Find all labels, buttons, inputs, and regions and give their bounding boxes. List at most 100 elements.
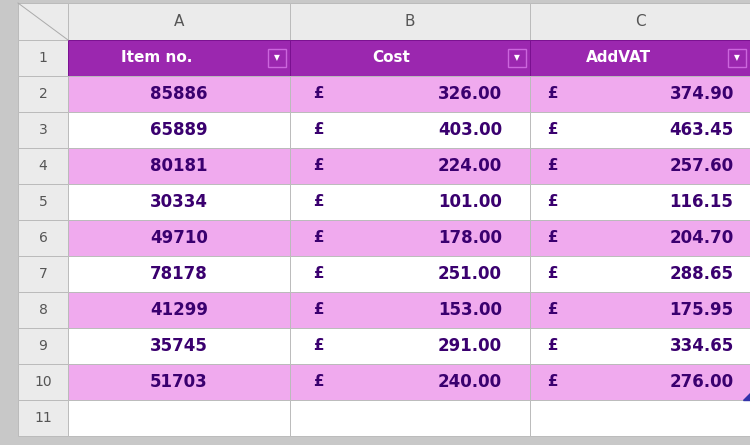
Bar xyxy=(68,184,290,220)
Text: 463.45: 463.45 xyxy=(670,121,734,139)
Text: 78178: 78178 xyxy=(150,265,208,283)
Bar xyxy=(530,292,750,328)
Text: 7: 7 xyxy=(39,267,47,281)
Bar xyxy=(18,256,68,292)
Bar xyxy=(18,364,68,400)
Bar xyxy=(530,40,750,76)
Bar xyxy=(18,184,68,220)
Bar xyxy=(530,364,750,400)
Bar xyxy=(68,3,290,40)
Text: 80181: 80181 xyxy=(150,157,208,175)
Text: 85886: 85886 xyxy=(150,85,208,103)
Text: 403.00: 403.00 xyxy=(438,121,502,139)
Text: 6: 6 xyxy=(38,231,47,245)
Text: 240.00: 240.00 xyxy=(438,373,502,391)
Bar xyxy=(530,76,750,112)
Bar xyxy=(290,364,530,400)
Bar xyxy=(290,328,530,364)
Bar xyxy=(18,76,68,112)
Bar xyxy=(18,112,68,148)
Bar xyxy=(68,148,290,184)
Text: 10: 10 xyxy=(34,375,52,389)
Text: 326.00: 326.00 xyxy=(438,85,502,103)
Bar xyxy=(18,292,68,328)
Text: 1: 1 xyxy=(38,51,47,65)
Text: £: £ xyxy=(313,375,323,389)
Text: 65889: 65889 xyxy=(150,121,208,139)
Text: AddVAT: AddVAT xyxy=(586,50,650,65)
Bar xyxy=(290,220,530,256)
Bar xyxy=(68,364,290,400)
Bar xyxy=(18,220,68,256)
Text: 224.00: 224.00 xyxy=(438,157,503,175)
Text: Cost: Cost xyxy=(372,50,410,65)
Text: 257.60: 257.60 xyxy=(670,157,734,175)
Text: 35745: 35745 xyxy=(150,337,208,355)
Text: 11: 11 xyxy=(34,411,52,425)
Text: 51703: 51703 xyxy=(150,373,208,391)
Text: 288.65: 288.65 xyxy=(670,265,734,283)
Bar xyxy=(290,292,530,328)
Bar xyxy=(530,112,750,148)
Text: 2: 2 xyxy=(39,87,47,101)
Text: 30334: 30334 xyxy=(150,193,208,211)
Text: A: A xyxy=(174,14,184,29)
Text: £: £ xyxy=(313,267,323,282)
Text: 175.95: 175.95 xyxy=(670,301,734,319)
Text: 374.90: 374.90 xyxy=(670,85,734,103)
Bar xyxy=(530,184,750,220)
Bar xyxy=(290,256,530,292)
Text: 153.00: 153.00 xyxy=(438,301,502,319)
Bar xyxy=(68,220,290,256)
Bar xyxy=(530,256,750,292)
Bar xyxy=(268,49,286,67)
Bar xyxy=(290,40,530,76)
Text: 276.00: 276.00 xyxy=(670,373,734,391)
Text: Item no.: Item no. xyxy=(121,50,193,65)
Text: ▼: ▼ xyxy=(274,53,280,62)
Text: £: £ xyxy=(313,158,323,174)
Text: B: B xyxy=(405,14,416,29)
Text: 49710: 49710 xyxy=(150,229,208,247)
Text: 101.00: 101.00 xyxy=(438,193,502,211)
Bar xyxy=(530,3,750,40)
Bar xyxy=(508,49,526,67)
Text: £: £ xyxy=(547,122,557,138)
Bar xyxy=(18,3,68,40)
Text: 204.70: 204.70 xyxy=(670,229,734,247)
Text: £: £ xyxy=(547,339,557,353)
Bar xyxy=(18,40,68,76)
Bar xyxy=(530,328,750,364)
Bar xyxy=(290,148,530,184)
Bar xyxy=(18,148,68,184)
Text: 251.00: 251.00 xyxy=(438,265,502,283)
Text: C: C xyxy=(634,14,645,29)
Text: £: £ xyxy=(313,86,323,101)
Text: £: £ xyxy=(313,339,323,353)
Text: 3: 3 xyxy=(39,123,47,137)
Text: 4: 4 xyxy=(39,159,47,173)
Text: 9: 9 xyxy=(38,339,47,353)
Bar xyxy=(290,76,530,112)
Text: £: £ xyxy=(547,303,557,317)
Text: £: £ xyxy=(313,122,323,138)
Bar xyxy=(68,76,290,112)
Polygon shape xyxy=(743,393,750,400)
Text: £: £ xyxy=(547,231,557,246)
Text: £: £ xyxy=(313,303,323,317)
Bar xyxy=(530,148,750,184)
Text: £: £ xyxy=(547,194,557,210)
Text: 41299: 41299 xyxy=(150,301,208,319)
Bar xyxy=(530,400,750,436)
Bar xyxy=(290,184,530,220)
Bar xyxy=(728,49,746,67)
Bar xyxy=(530,220,750,256)
Bar xyxy=(290,3,530,40)
Text: 178.00: 178.00 xyxy=(438,229,502,247)
Text: ▼: ▼ xyxy=(514,53,520,62)
Text: £: £ xyxy=(313,231,323,246)
Text: £: £ xyxy=(547,86,557,101)
Bar xyxy=(68,256,290,292)
Bar xyxy=(68,292,290,328)
Text: £: £ xyxy=(313,194,323,210)
